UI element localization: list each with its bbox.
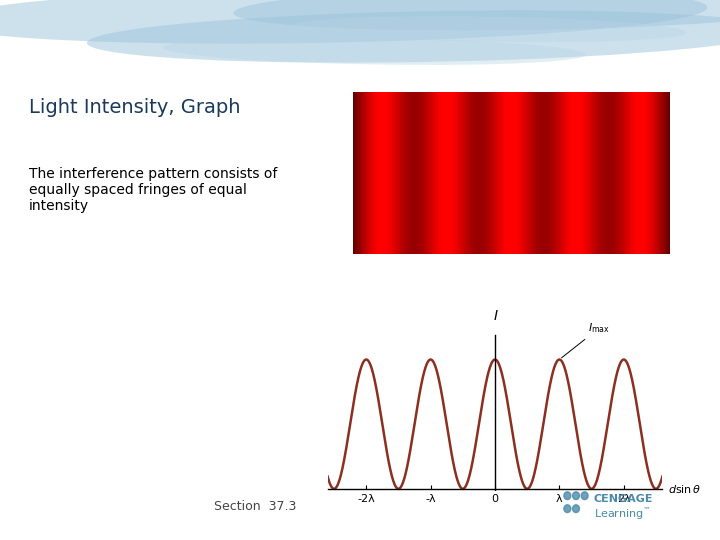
Ellipse shape xyxy=(292,16,687,42)
Text: $I$: $I$ xyxy=(493,309,499,323)
Circle shape xyxy=(564,492,571,500)
Text: Section  37.3: Section 37.3 xyxy=(215,500,297,513)
Circle shape xyxy=(572,505,580,512)
Ellipse shape xyxy=(87,10,720,63)
Circle shape xyxy=(564,505,571,512)
Ellipse shape xyxy=(233,0,720,31)
Ellipse shape xyxy=(0,0,708,44)
Text: $I_{\rm max}$: $I_{\rm max}$ xyxy=(562,321,611,358)
Text: $d\sin\theta$: $d\sin\theta$ xyxy=(667,483,701,495)
Text: Light Intensity, Graph: Light Intensity, Graph xyxy=(29,98,240,117)
Circle shape xyxy=(581,492,588,500)
Text: The interference pattern consists of
equally spaced fringes of equal
intensity: The interference pattern consists of equ… xyxy=(29,167,277,213)
Text: CENGAGE: CENGAGE xyxy=(594,495,654,504)
Ellipse shape xyxy=(163,37,585,65)
Circle shape xyxy=(572,492,580,500)
Text: Learning$^{\mathsf{™}}$: Learning$^{\mathsf{™}}$ xyxy=(594,506,651,522)
